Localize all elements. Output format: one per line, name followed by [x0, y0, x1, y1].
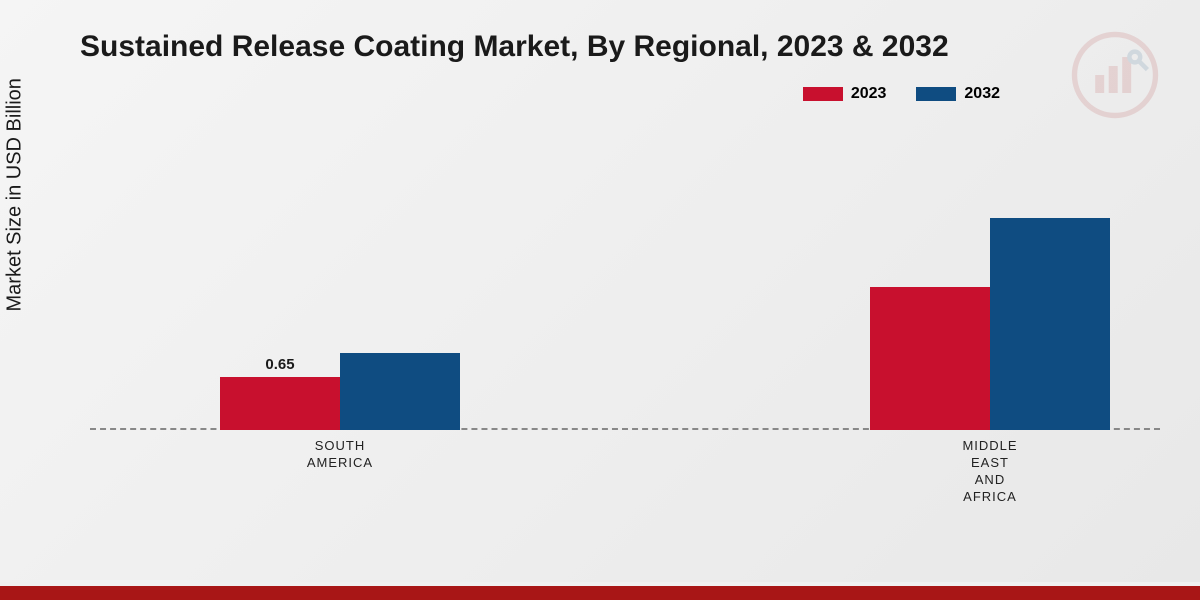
legend: 2023 2032: [803, 85, 1000, 103]
chart-title: Sustained Release Coating Market, By Reg…: [80, 30, 949, 64]
watermark-logo-icon: [1070, 30, 1160, 120]
bar-2032: [340, 353, 460, 431]
footer-bar: [0, 582, 1200, 600]
plot-area: 0.65: [90, 120, 1160, 430]
bar-group: 0.65: [220, 353, 460, 431]
bar-value-label: 0.65: [265, 356, 294, 373]
legend-swatch-2023: [803, 87, 843, 101]
bar-group: [870, 218, 1110, 430]
bar-2032: [990, 218, 1110, 430]
legend-label-2032: 2032: [964, 85, 1000, 103]
x-axis-label: MIDDLEEASTANDAFRICA: [930, 438, 1050, 506]
y-axis-label: Market Size in USD Billion: [4, 78, 27, 311]
bar-2023: 0.65: [220, 377, 340, 430]
legend-item-2023: 2023: [803, 85, 887, 103]
x-axis-label: SOUTHAMERICA: [280, 438, 400, 472]
legend-swatch-2032: [916, 87, 956, 101]
legend-item-2032: 2032: [916, 85, 1000, 103]
bar-2023: [870, 287, 990, 430]
legend-label-2023: 2023: [851, 85, 887, 103]
